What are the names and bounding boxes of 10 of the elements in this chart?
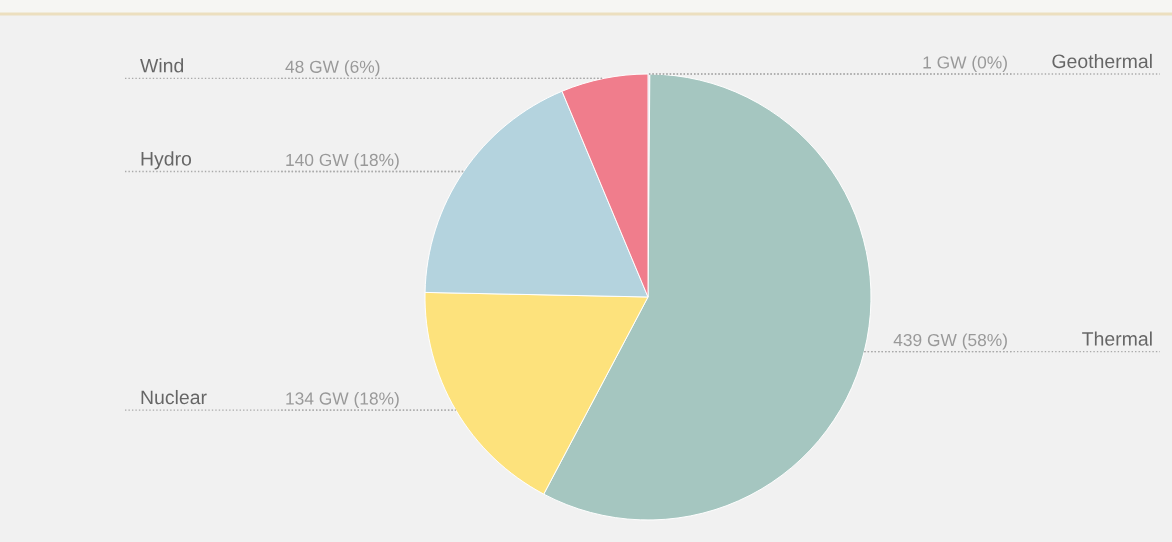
slice-label: Nuclear: [141, 389, 207, 405]
data-label: 140 GW (18%): [286, 153, 399, 170]
data-label: 1 GW (0%): [923, 55, 1007, 72]
data-label: 134 GW (18%): [286, 391, 399, 409]
slice-label: Geothermal: [1052, 53, 1152, 69]
slice-label: Hydro: [141, 151, 192, 170]
slice-label: Wind: [140, 58, 184, 73]
data-label: 439 GW (58%): [893, 333, 1007, 350]
data-label: 48 GW (6%): [285, 60, 380, 77]
slice-label: Thermal: [1082, 331, 1152, 346]
